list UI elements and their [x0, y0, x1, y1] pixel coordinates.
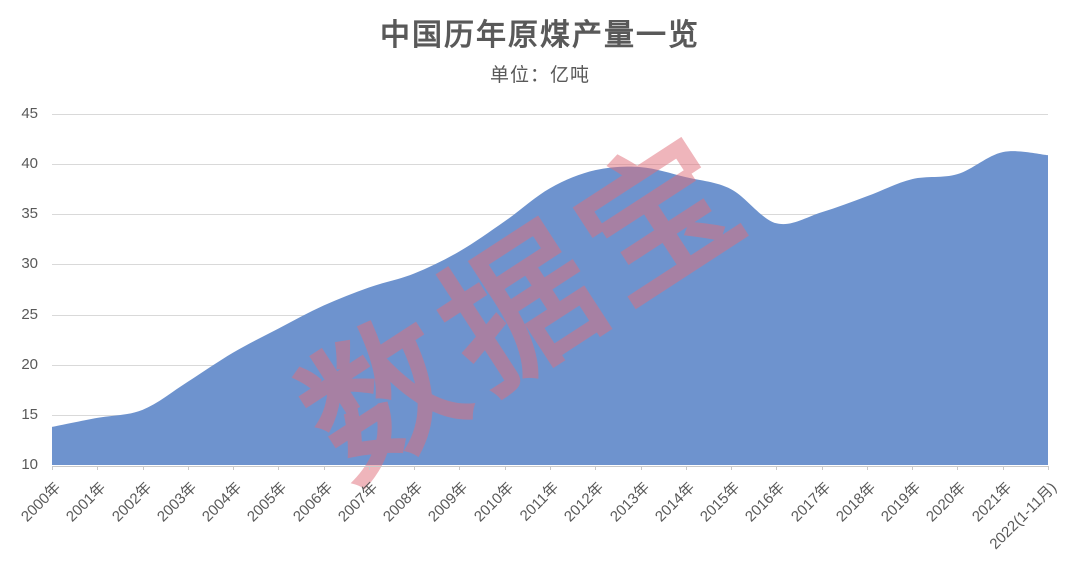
x-tick	[414, 466, 416, 470]
x-tick	[912, 466, 914, 470]
y-axis-label-30: 30	[21, 255, 38, 273]
y-axis-label-45: 45	[21, 105, 38, 122]
chart-title: 中国历年原煤产量一览	[380, 19, 700, 52]
y-axis-label-40: 40	[21, 155, 38, 173]
x-tick	[187, 466, 189, 470]
y-axis-label-35: 35	[21, 205, 38, 223]
x-tick	[504, 466, 506, 470]
x-tick	[640, 466, 642, 470]
x-tick	[776, 466, 778, 470]
gridline-45	[52, 114, 1048, 115]
gridline-40	[52, 164, 1048, 166]
x-tick	[1002, 466, 1004, 470]
x-tick	[957, 466, 959, 470]
area-series-coal-production	[52, 151, 1048, 465]
x-tick	[595, 466, 597, 470]
x-tick	[1048, 466, 1049, 470]
x-tick	[731, 466, 733, 470]
x-tick	[866, 466, 868, 470]
y-axis-label-10: 10	[21, 456, 38, 473]
x-tick	[821, 466, 823, 470]
x-tick	[685, 466, 687, 470]
x-tick	[550, 466, 551, 470]
x-tick	[368, 466, 370, 470]
y-axis-label-25: 25	[21, 305, 38, 323]
x-tick	[97, 466, 99, 470]
x-tick	[323, 466, 325, 470]
x-tick	[233, 466, 235, 470]
x-tick	[52, 466, 53, 470]
chart-subtitle: 单位：亿吨	[489, 65, 590, 86]
x-tick	[142, 466, 144, 470]
x-tick	[459, 466, 461, 470]
coal-production-area-series	[52, 151, 1048, 465]
y-axis-label-15: 15	[21, 405, 38, 423]
x-tick	[278, 466, 280, 470]
y-axis-label-20: 20	[21, 355, 38, 373]
